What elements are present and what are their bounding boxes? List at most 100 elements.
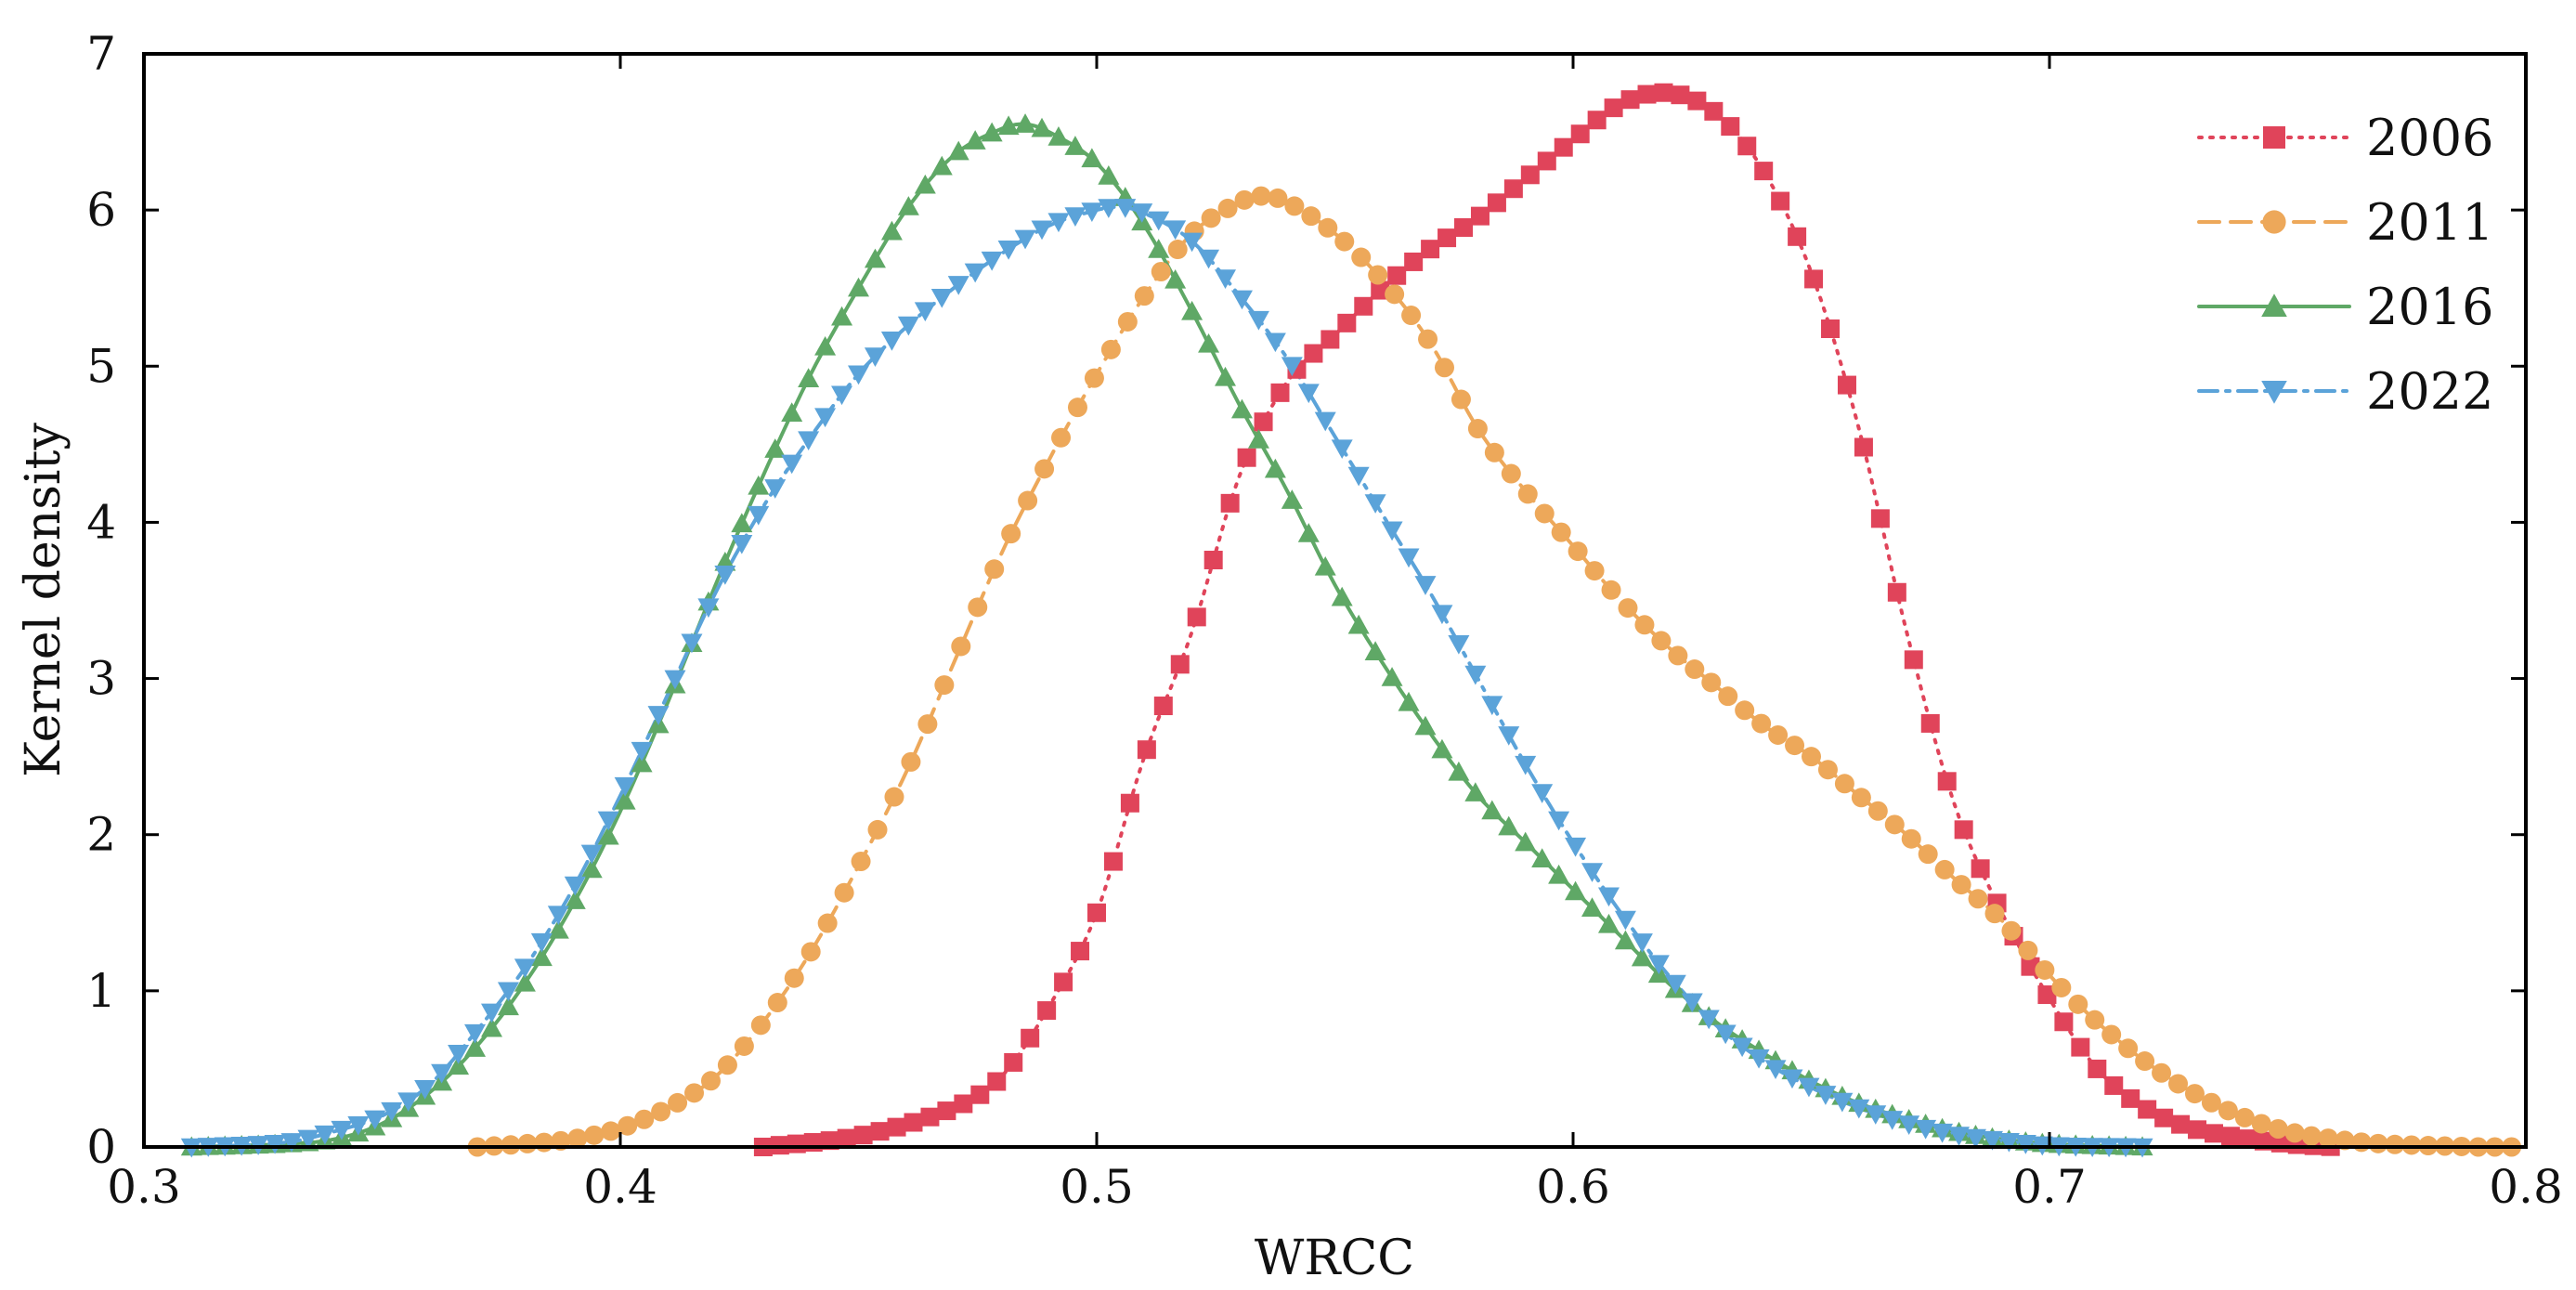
marker-2011 [1084, 368, 1104, 388]
marker-2016 [530, 946, 553, 967]
legend-marker [2261, 380, 2287, 404]
marker-2006 [787, 1134, 806, 1153]
marker-2006 [1187, 607, 1206, 627]
marker-2022 [1164, 220, 1187, 241]
marker-2006 [1203, 551, 1223, 570]
marker-2022 [1631, 933, 1653, 953]
marker-2011 [1334, 231, 1355, 252]
marker-2011 [2385, 1134, 2405, 1154]
marker-2022 [331, 1120, 353, 1140]
marker-2022 [1898, 1115, 1920, 1135]
marker-2011 [851, 852, 871, 872]
y-tick-label: 7 [86, 27, 116, 81]
marker-2011 [2085, 1010, 2105, 1030]
marker-2022 [1314, 411, 1336, 432]
marker-2016 [1515, 831, 1537, 852]
marker-2016 [1631, 946, 1653, 967]
marker-2011 [1501, 463, 1521, 484]
marker-2006 [1087, 903, 1106, 922]
y-tick-label: 3 [86, 652, 116, 706]
marker-2022 [1614, 910, 1636, 931]
marker-2011 [1901, 828, 1921, 849]
marker-2016 [1548, 864, 1570, 884]
marker-2022 [1264, 332, 1286, 353]
marker-2022 [997, 240, 1020, 260]
marker-2022 [264, 1134, 286, 1154]
marker-2022 [381, 1101, 403, 1122]
marker-2016 [731, 513, 753, 533]
y-tick-label: 2 [86, 808, 116, 862]
marker-2011 [1668, 645, 1688, 666]
marker-2022 [1815, 1086, 1837, 1105]
legend-item-2016: 2016 [2197, 278, 2493, 336]
marker-2011 [1968, 889, 1988, 909]
marker-2006 [1470, 206, 1490, 226]
marker-2011 [2368, 1133, 2388, 1153]
marker-2022 [947, 276, 969, 295]
marker-2011 [984, 559, 1005, 580]
marker-2022 [297, 1129, 319, 1150]
marker-2022 [1764, 1060, 1787, 1080]
marker-2016 [464, 1037, 487, 1057]
marker-2022 [831, 385, 853, 406]
marker-2011 [601, 1121, 621, 1141]
marker-2022 [1915, 1119, 1937, 1140]
marker-2006 [1220, 493, 1240, 513]
marker-2006 [1503, 179, 1523, 199]
x-tick-label: 0.4 [583, 1160, 657, 1214]
plot-frame [142, 52, 2528, 1149]
marker-2011 [1018, 490, 1038, 511]
marker-2016 [748, 475, 770, 495]
marker-2022 [1932, 1123, 1954, 1143]
marker-2006 [1920, 713, 1940, 733]
marker-2022 [514, 958, 536, 979]
marker-2011 [734, 1036, 754, 1056]
x-tick-label: 0.5 [1060, 1160, 1134, 1214]
marker-2022 [814, 408, 837, 428]
marker-2022 [1548, 811, 1570, 831]
marker-2011 [934, 675, 955, 696]
marker-2016 [1414, 715, 1437, 736]
marker-2011 [2401, 1135, 2422, 1155]
marker-2022 [1681, 993, 1703, 1013]
marker-2011 [1117, 311, 1138, 332]
y-tick-label: 5 [86, 339, 116, 393]
marker-2022 [1581, 863, 1604, 882]
marker-2011 [1401, 306, 1422, 326]
marker-2022 [414, 1080, 436, 1100]
marker-2011 [750, 1015, 771, 1036]
marker-2011 [1785, 736, 1805, 756]
marker-2011 [618, 1115, 638, 1136]
marker-2011 [1867, 801, 1888, 821]
marker-2011 [1918, 844, 1938, 865]
marker-2016 [814, 335, 837, 356]
marker-2022 [647, 706, 670, 725]
x-tick-label: 0.8 [2489, 1160, 2563, 1214]
marker-2011 [634, 1109, 655, 1129]
marker-2022 [1098, 199, 1120, 218]
marker-2016 [981, 122, 1003, 142]
marker-2022 [1964, 1128, 1986, 1149]
marker-2016 [947, 140, 969, 161]
marker-2016 [1581, 897, 1604, 917]
marker-2022 [1515, 755, 1537, 775]
y-tick-label: 6 [86, 183, 116, 237]
marker-2006 [970, 1085, 990, 1104]
marker-2006 [1304, 344, 1323, 363]
marker-2016 [1448, 761, 1470, 781]
marker-2022 [664, 670, 686, 690]
marker-2022 [897, 316, 919, 336]
marker-2016 [798, 368, 820, 387]
marker-2006 [1337, 313, 1357, 332]
marker-2006 [2204, 1124, 2223, 1143]
marker-2006 [1954, 820, 1973, 840]
marker-2011 [1318, 217, 1338, 238]
marker-2016 [1314, 555, 1336, 576]
marker-2006 [937, 1101, 956, 1121]
marker-2006 [2220, 1127, 2240, 1146]
marker-2016 [1597, 913, 1620, 933]
marker-2022 [1464, 665, 1487, 685]
marker-2011 [651, 1101, 671, 1122]
marker-2011 [1217, 198, 1238, 218]
